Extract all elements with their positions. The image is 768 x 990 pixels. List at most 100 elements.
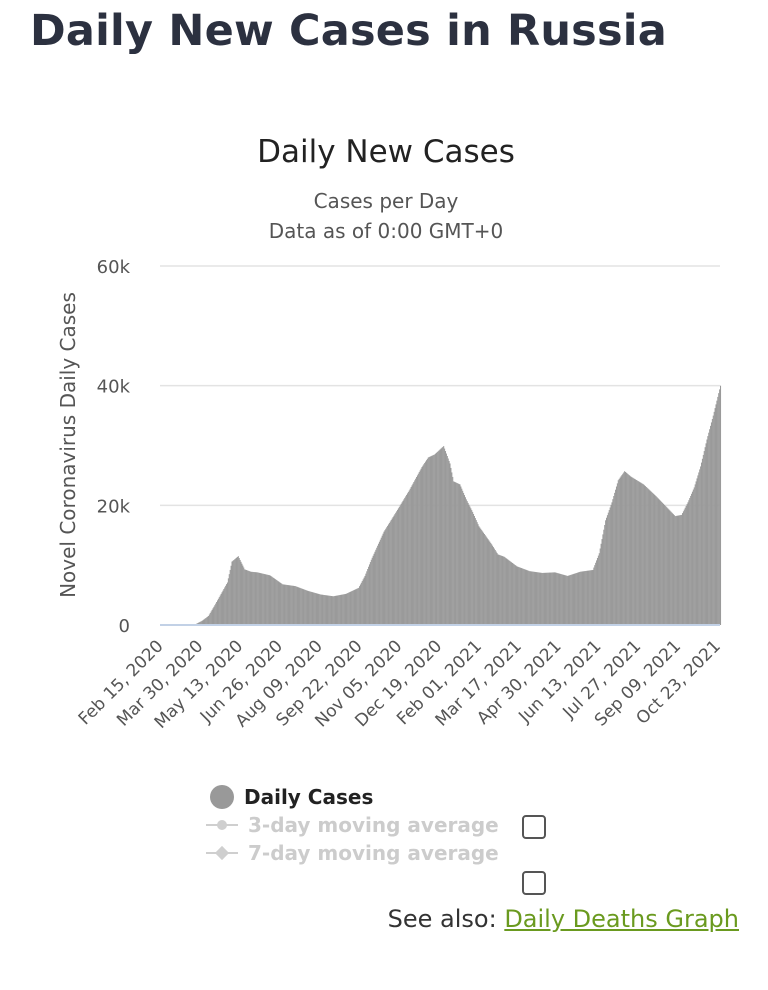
- daily-case-bar: [508, 560, 510, 625]
- daily-case-bar: [450, 467, 452, 625]
- daily-case-bar: [344, 594, 346, 625]
- daily-case-bar: [408, 490, 410, 626]
- daily-case-bar: [257, 572, 259, 625]
- daily-case-bar: [443, 446, 445, 625]
- daily-case-bar: [596, 557, 599, 625]
- daily-case-bar: [661, 502, 663, 625]
- daily-case-bar: [218, 597, 220, 625]
- daily-case-bar: [524, 569, 526, 625]
- daily-case-bar: [677, 515, 679, 625]
- daily-case-bar: [645, 486, 647, 625]
- daily-case-bar: [454, 481, 456, 625]
- daily-case-bar: [401, 502, 403, 625]
- daily-case-bar: [400, 503, 402, 625]
- daily-case-bar: [232, 560, 234, 625]
- daily-case-bar: [278, 581, 280, 625]
- daily-case-bar: [483, 533, 485, 625]
- daily-case-bar: [503, 556, 505, 625]
- daily-case-bar: [575, 573, 577, 625]
- daily-case-bar: [274, 579, 276, 625]
- daily-case-bar: [422, 465, 424, 625]
- daily-case-bar: [448, 460, 450, 625]
- daily-case-bar: [428, 457, 430, 625]
- daily-case-bar: [295, 586, 297, 625]
- daily-case-bar: [249, 571, 251, 625]
- daily-case-bar: [396, 511, 398, 625]
- daily-case-bar: [593, 567, 595, 625]
- legend-item-3-day-average[interactable]: 3-day moving average: [206, 811, 546, 839]
- daily-case-bar: [688, 500, 690, 625]
- daily-case-bar: [486, 537, 488, 625]
- daily-case-bar: [457, 483, 459, 625]
- daily-case-bar: [594, 565, 596, 625]
- y-axis-ticks: 0 20k 40k 60k: [97, 257, 131, 637]
- daily-case-bar: [414, 480, 416, 625]
- legend-item-daily-cases[interactable]: Daily Cases: [206, 783, 499, 811]
- daily-case-bar: [714, 408, 716, 625]
- daily-case-bar: [713, 411, 715, 625]
- daily-deaths-graph-link[interactable]: Daily Deaths Graph: [504, 905, 739, 933]
- daily-case-bar: [653, 494, 656, 625]
- daily-case-bar: [572, 574, 574, 625]
- daily-case-bar: [692, 489, 694, 625]
- daily-case-bar: [658, 499, 660, 625]
- daily-case-bar: [718, 393, 720, 625]
- daily-case-bar: [434, 454, 436, 625]
- daily-case-bar: [698, 472, 700, 625]
- daily-case-bar: [462, 490, 464, 625]
- daily-case-bar: [325, 595, 327, 625]
- daily-case-bar: [369, 562, 371, 625]
- daily-case-bar: [628, 475, 630, 625]
- 3-day-average-checkbox[interactable]: [522, 815, 546, 839]
- daily-case-bar: [238, 558, 240, 625]
- daily-case-bar: [306, 590, 308, 625]
- daily-case-bar: [522, 568, 524, 625]
- daily-case-bar: [560, 574, 562, 625]
- daily-case-bar: [339, 595, 341, 625]
- daily-case-bar: [635, 479, 637, 625]
- daily-case-bar: [331, 596, 333, 625]
- daily-case-bar: [606, 517, 608, 625]
- daily-case-bar: [674, 516, 676, 625]
- daily-case-bar: [251, 571, 253, 625]
- daily-case-bar: [603, 529, 605, 625]
- daily-case-bar: [424, 462, 426, 625]
- daily-case-bar: [499, 555, 501, 625]
- daily-case-bar: [533, 571, 535, 625]
- daily-case-bar: [226, 582, 228, 625]
- daily-case-bar: [404, 497, 406, 625]
- daily-case-bar: [245, 569, 247, 625]
- daily-case-bar: [419, 470, 421, 625]
- daily-case-bar: [601, 539, 603, 625]
- daily-case-bar: [198, 622, 200, 625]
- daily-case-bar: [368, 566, 370, 625]
- daily-case-bar: [216, 602, 218, 625]
- daily-case-bar: [271, 576, 273, 625]
- daily-case-bar: [421, 467, 423, 625]
- legend-item-7-day-average[interactable]: 7-day moving average: [206, 839, 546, 895]
- daily-case-bar: [296, 586, 298, 625]
- daily-case-bar: [672, 514, 675, 625]
- daily-case-bar: [614, 492, 616, 625]
- daily-case-bar: [681, 514, 683, 625]
- daily-case-bar: [465, 499, 467, 625]
- daily-case-bar: [270, 575, 272, 625]
- daily-case-bar: [410, 487, 412, 625]
- line-circle-marker-icon: [206, 813, 238, 837]
- daily-case-bar: [488, 540, 490, 625]
- daily-case-bar: [717, 396, 719, 625]
- daily-case-bar: [231, 561, 233, 625]
- daily-case-bar: [479, 527, 481, 625]
- daily-case-bar: [340, 594, 342, 625]
- daily-case-bar: [580, 571, 582, 625]
- daily-case-bar: [332, 596, 334, 625]
- daily-case-bar: [322, 594, 324, 625]
- daily-case-bar: [359, 584, 361, 625]
- daily-case-bar: [202, 620, 204, 625]
- 7-day-average-checkbox[interactable]: [522, 871, 546, 895]
- daily-case-bar: [386, 527, 388, 625]
- daily-case-bar: [570, 574, 572, 625]
- daily-case-bar: [392, 517, 394, 625]
- daily-case-bar: [470, 508, 472, 625]
- see-also: See also: Daily Deaths Graph: [388, 905, 739, 933]
